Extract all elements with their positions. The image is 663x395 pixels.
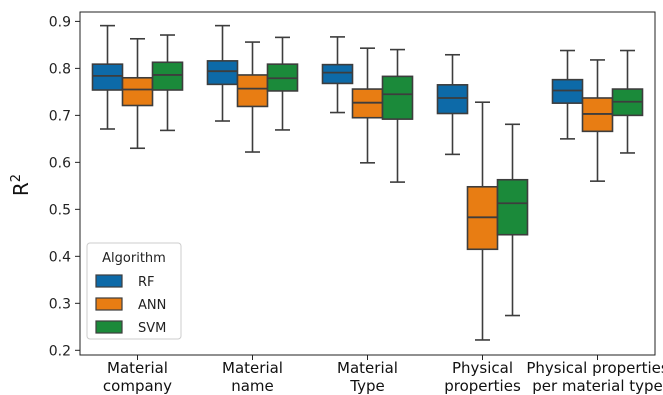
legend-title: Algorithm (102, 251, 166, 266)
x-tick-label: Physical properties (526, 359, 663, 377)
box-rf (321, 36, 354, 114)
box-ann (121, 37, 154, 150)
legend-entries: RF ANN SVM (95, 274, 166, 336)
y-tick-label: 0.9 (49, 14, 71, 30)
box-ann (466, 101, 499, 341)
legend-label-svm: SVM (138, 321, 166, 336)
x-axis: MaterialcompanyMaterialnameMaterialTypeP… (103, 355, 663, 395)
box-svm (266, 36, 299, 131)
box-ann (581, 59, 614, 182)
iqr-box (381, 75, 414, 120)
box-rf (436, 53, 469, 156)
iqr-box (551, 78, 584, 104)
plot-area (91, 24, 644, 341)
x-tick-label: per material type (532, 377, 663, 395)
y-tick-label: 0.3 (49, 296, 71, 312)
box-svm (496, 123, 529, 317)
iqr-box (91, 63, 124, 91)
iqr-box (206, 60, 239, 86)
box-ann (236, 41, 269, 153)
iqr-box (236, 74, 269, 108)
legend-swatch-ann (95, 297, 123, 311)
box-rf (206, 24, 239, 122)
box-rf (91, 24, 124, 130)
y-axis: 0.2 0.3 0.4 0.5 0.6 0.7 0.8 0.9 (49, 14, 80, 359)
legend: Algorithm RF ANN SVM (86, 242, 182, 340)
legend-label-rf: RF (138, 275, 155, 290)
y-axis-label-main: R (9, 182, 33, 196)
box-ann (351, 47, 384, 164)
x-tick-label: Material (222, 359, 283, 377)
iqr-box (121, 76, 154, 107)
x-tick-label: name (231, 377, 274, 395)
iqr-box (436, 84, 469, 115)
box-rf (551, 49, 584, 140)
y-axis-label-superscript: 2 (9, 174, 24, 182)
y-tick-label: 0.7 (49, 108, 71, 124)
legend-swatch-rf (95, 274, 123, 288)
x-tick-label: company (103, 377, 172, 395)
y-tick-label: 0.8 (49, 61, 71, 77)
legend-label-ann: ANN (138, 298, 166, 313)
x-tick-label: Physical (452, 359, 513, 377)
box-svm (611, 49, 644, 154)
legend-frame (86, 242, 182, 340)
box-svm (381, 48, 414, 183)
x-tick-label: Material (107, 359, 168, 377)
y-tick-label: 0.2 (49, 343, 71, 359)
iqr-box (151, 61, 184, 91)
box-svm (151, 34, 184, 132)
x-tick-label: Type (349, 377, 384, 395)
y-tick-label: 0.4 (49, 249, 71, 265)
y-axis-label: R2 (9, 174, 33, 196)
iqr-box (321, 63, 354, 85)
x-tick-label: properties (444, 377, 521, 395)
y-tick-label: 0.5 (49, 202, 71, 218)
y-tick-label: 0.6 (49, 155, 71, 171)
iqr-box (496, 178, 529, 236)
x-tick-label: Material (337, 359, 398, 377)
legend-swatch-svm (95, 320, 123, 334)
